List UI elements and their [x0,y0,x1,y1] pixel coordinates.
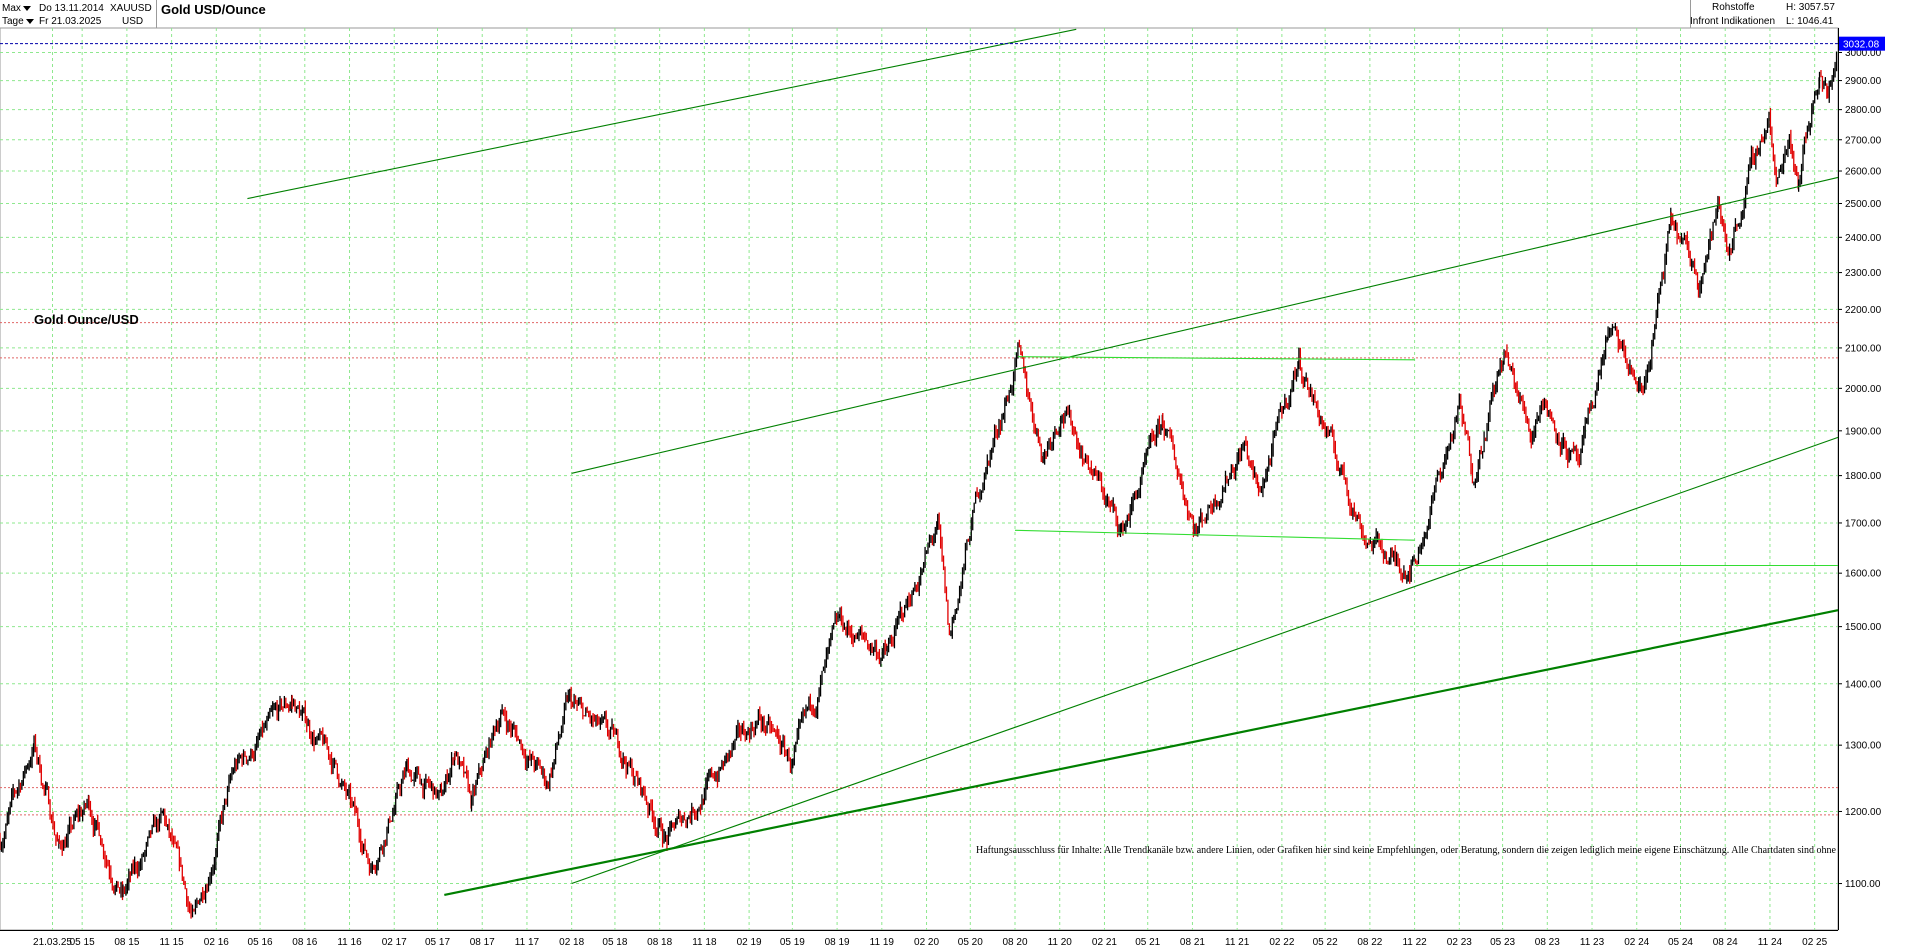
x-tick-label: 02 21 [1092,937,1117,948]
disclaimer-text: Haftungsausschluss für Inhalte: Alle Tre… [976,845,1836,856]
x-tick-label: 11 19 [870,937,895,948]
chart-annotation-label: Gold Ounce/USD [34,312,139,327]
x-tick-label: 02 19 [737,937,762,948]
x-tick-label: 02 24 [1624,937,1649,948]
y-tick-label: 2500.00 [1845,199,1882,210]
x-tick-label: 02 18 [559,937,584,948]
x-tick-label: 11 18 [692,937,717,948]
x-tick-label: 05 22 [1313,937,1338,948]
y-tick-label: 1500.00 [1845,622,1882,633]
y-tick-label: 2400.00 [1845,233,1882,244]
x-tick-label: 02 25 [1802,937,1827,948]
header-divider [156,0,157,28]
x-tick-label: 08 17 [470,937,495,948]
y-tick-label: 2800.00 [1845,105,1882,116]
x-tick-label: 05 23 [1490,937,1515,948]
y-tick-label: 2200.00 [1845,305,1882,316]
x-tick-label: 11 24 [1758,937,1783,948]
y-tick-label: 2600.00 [1845,167,1882,178]
y-tick-label: 1300.00 [1845,741,1882,752]
y-tick-label: 1800.00 [1845,471,1882,482]
x-tick-label: 05 21 [1135,937,1160,948]
last-price-tag-label: 3032.08 [1843,40,1880,51]
y-tick-label: 1100.00 [1845,879,1881,890]
x-tick-label: 02 17 [382,937,407,948]
interval-dropdown-label: Tage [2,16,24,27]
x-tick-label: 11 15 [159,937,184,948]
date-to: Fr 21.03.2025 [39,16,102,27]
y-tick-label: 2300.00 [1845,268,1882,279]
high-value: H: 3057.57 [1786,2,1835,13]
low-value: L: 1046.41 [1786,16,1834,27]
x-tick-label: 08 19 [825,937,850,948]
x-tick-label: 11 20 [1048,937,1073,948]
x-tick-label: 08 21 [1180,937,1205,948]
last-price-tag [1839,36,1885,51]
x-tick-label: 08 20 [1002,937,1027,948]
y-tick-label: 3000.00 [1845,48,1882,59]
x-tick-label: 02 20 [914,937,939,948]
trendline [1014,529,1415,541]
y-tick-label: 2100.00 [1845,343,1882,354]
x-tick-label: 05 16 [248,937,273,948]
page-title: Gold USD/Ounce [161,2,266,17]
x-tick-label: 08 22 [1357,937,1382,948]
x-tick-label: 02 23 [1447,937,1472,948]
chart-header: Max Tage Do 13.11.2014 Fr 21.03.2025 XAU… [0,0,1916,30]
x-tick-label: 11 22 [1402,937,1427,948]
y-tick-label: 1700.00 [1845,518,1882,529]
x-tick-label: 08 18 [647,937,672,948]
category-label: Rohstoffe [1712,2,1755,13]
x-tick-label: 08 23 [1535,937,1560,948]
interval-dropdown[interactable]: Tage [2,15,34,28]
trendline [247,28,1077,200]
x-tick-label: 02 16 [204,937,229,948]
x-tick-label: 05 18 [602,937,627,948]
chevron-down-icon [25,18,34,24]
x-tick-label: 05 20 [958,937,983,948]
y-tick-label: 2000.00 [1845,384,1882,395]
y-tick-label: 1200.00 [1845,807,1882,818]
date-from: Do 13.11.2014 [39,3,104,14]
x-tick-label: 05 15 [70,937,95,948]
y-tick-label: 1400.00 [1845,679,1882,690]
x-tick-label: 08 24 [1713,937,1738,948]
x-tick-label: 05 24 [1668,937,1693,948]
trendline [571,436,1839,885]
x-tick-label: 21.03.25 [33,937,72,948]
x-tick-label: 05 19 [780,937,805,948]
x-tick-label: 11 21 [1225,937,1250,948]
x-tick-label: 08 15 [114,937,139,948]
y-tick-label: 2900.00 [1845,76,1882,87]
y-tick-label: 1600.00 [1845,569,1882,580]
x-tick-label: 08 16 [292,937,317,948]
x-tick-label: 02 22 [1269,937,1294,948]
y-tick-label: 1900.00 [1845,426,1882,437]
trendline [1017,356,1415,361]
symbol-label: XAUUSD [110,3,152,14]
header-divider [1690,0,1691,28]
currency-label: USD [122,16,144,27]
source-label: Infront Indikationen [1690,16,1776,27]
x-tick-label: 11 16 [337,937,362,948]
range-dropdown[interactable]: Max [2,2,31,15]
x-tick-label: 05 17 [425,937,450,948]
price-scale [1838,28,1916,930]
x-tick-label: 11 17 [515,937,540,948]
x-tick-label: 11 23 [1580,937,1605,948]
y-tick-label: 2700.00 [1845,135,1882,146]
range-dropdown-label: Max [2,3,21,14]
trendline [444,609,1839,896]
plot-area [0,27,1839,931]
trendline [571,176,1839,474]
chevron-down-icon [22,5,31,11]
